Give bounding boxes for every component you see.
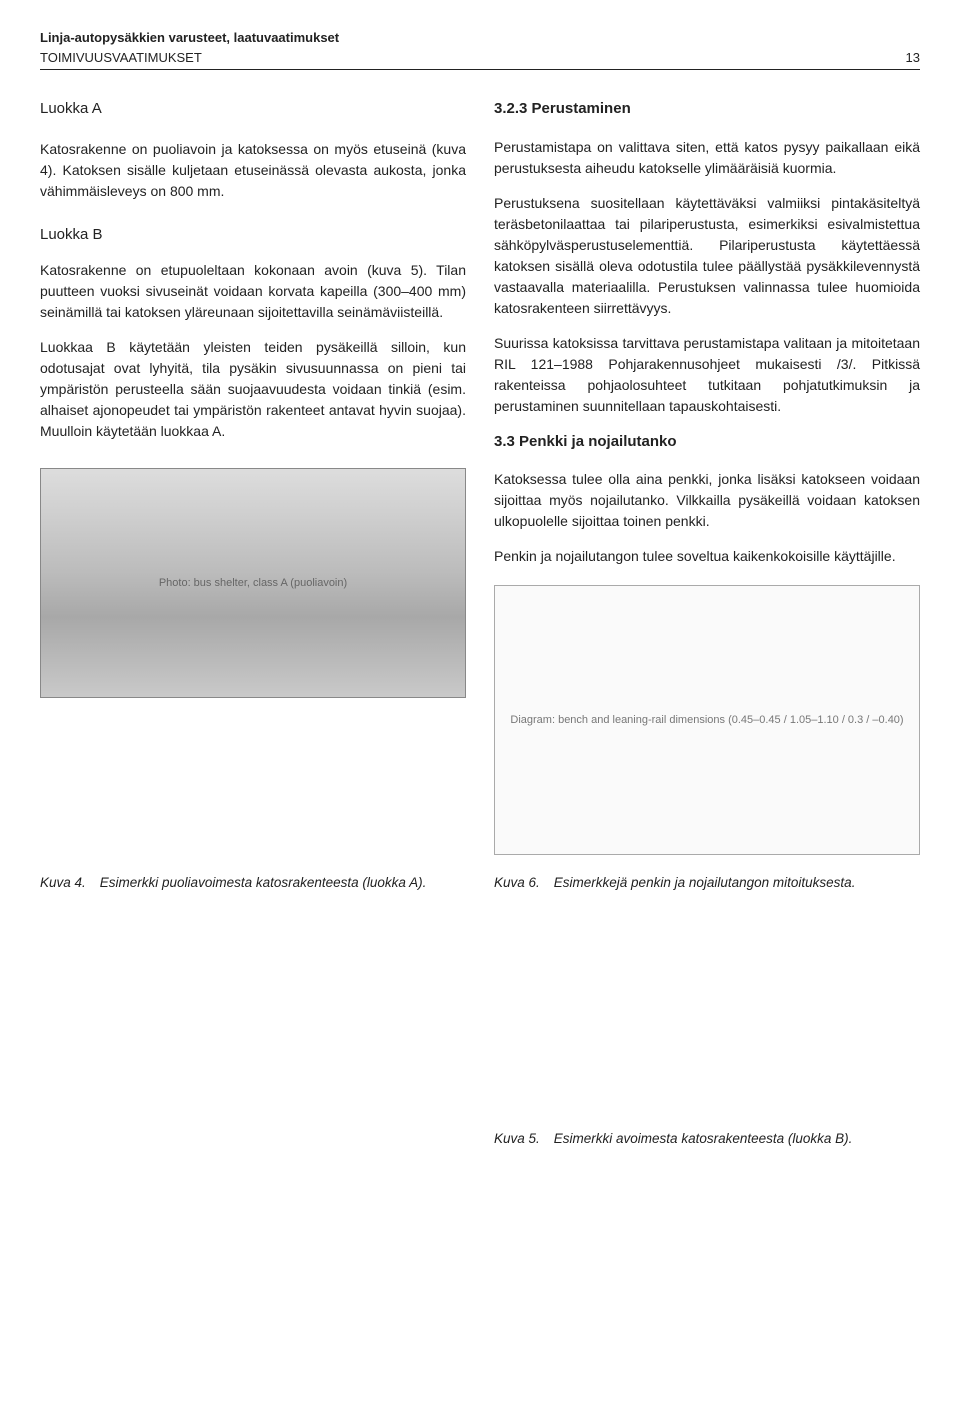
- content-columns: Luokka A Katosrakenne on puoliavoin ja k…: [40, 98, 920, 855]
- para-perustaminen-3: Suurissa katoksissa tarvittava perustami…: [494, 333, 920, 417]
- heading-3-2-3: 3.2.3 Perustaminen: [494, 98, 920, 121]
- doc-title: Linja-autopysäkkien varusteet, laatuvaat…: [40, 28, 339, 48]
- doc-subtitle: TOIMIVUUSVAATIMUKSET: [40, 48, 339, 68]
- para-luokka-b-1: Katosrakenne on etupuoleltaan kokonaan a…: [40, 260, 466, 323]
- para-perustaminen-1: Perustamistapa on valittava siten, että …: [494, 137, 920, 179]
- caption-kuva-5: Kuva 5. Esimerkki avoimesta katosrakente…: [494, 1129, 920, 1149]
- caption-kuva-6-text: Esimerkkejä penkin ja nojailutangon mito…: [554, 873, 856, 893]
- caption-empty-left: [40, 1129, 466, 1149]
- right-column: 3.2.3 Perustaminen Perustamistapa on val…: [494, 98, 920, 855]
- page-number: 13: [906, 48, 920, 68]
- caption-kuva-4-key: Kuva 4.: [40, 873, 86, 893]
- diagram-penkki-mitoitus: Diagram: bench and leaning-rail dimensio…: [494, 585, 920, 855]
- page-header: Linja-autopysäkkien varusteet, laatuvaat…: [40, 28, 920, 70]
- photo-alt-text: Photo: bus shelter, class A (puoliavoin): [159, 575, 347, 592]
- heading-3-3: 3.3 Penkki ja nojailutanko: [494, 431, 920, 454]
- caption-row-1: Kuva 4. Esimerkki puoliavoimesta katosra…: [40, 873, 920, 893]
- caption-kuva-6: Kuva 6. Esimerkkejä penkin ja nojailutan…: [494, 873, 920, 893]
- para-penkki-1: Katoksessa tulee olla aina penkki, jonka…: [494, 469, 920, 532]
- blank-left: [40, 911, 466, 1111]
- blank-row: [40, 911, 920, 1111]
- diagram-alt-text: Diagram: bench and leaning-rail dimensio…: [510, 712, 903, 729]
- photo-luokka-a: Photo: bus shelter, class A (puoliavoin): [40, 468, 466, 698]
- para-luokka-b-2: Luokkaa B käytetään yleisten teiden pysä…: [40, 337, 466, 442]
- caption-kuva-5-text: Esimerkki avoimesta katosrakenteesta (lu…: [554, 1129, 853, 1149]
- left-column: Luokka A Katosrakenne on puoliavoin ja k…: [40, 98, 466, 855]
- para-penkki-2: Penkin ja nojailutangon tulee soveltua k…: [494, 546, 920, 567]
- caption-kuva-6-key: Kuva 6.: [494, 873, 540, 893]
- para-luokka-a-1: Katosrakenne on puoliavoin ja katoksessa…: [40, 139, 466, 202]
- caption-row-2: Kuva 5. Esimerkki avoimesta katosrakente…: [40, 1129, 920, 1149]
- header-left: Linja-autopysäkkien varusteet, laatuvaat…: [40, 28, 339, 67]
- caption-kuva-4-text: Esimerkki puoliavoimesta katosrakenteest…: [100, 873, 427, 893]
- caption-kuva-4: Kuva 4. Esimerkki puoliavoimesta katosra…: [40, 873, 466, 893]
- heading-luokka-a: Luokka A: [40, 98, 466, 121]
- caption-kuva-5-key: Kuva 5.: [494, 1129, 540, 1149]
- heading-luokka-b: Luokka B: [40, 224, 466, 247]
- para-perustaminen-2: Perustuksena suositellaan käytettäväksi …: [494, 193, 920, 319]
- blank-right: [494, 911, 920, 1111]
